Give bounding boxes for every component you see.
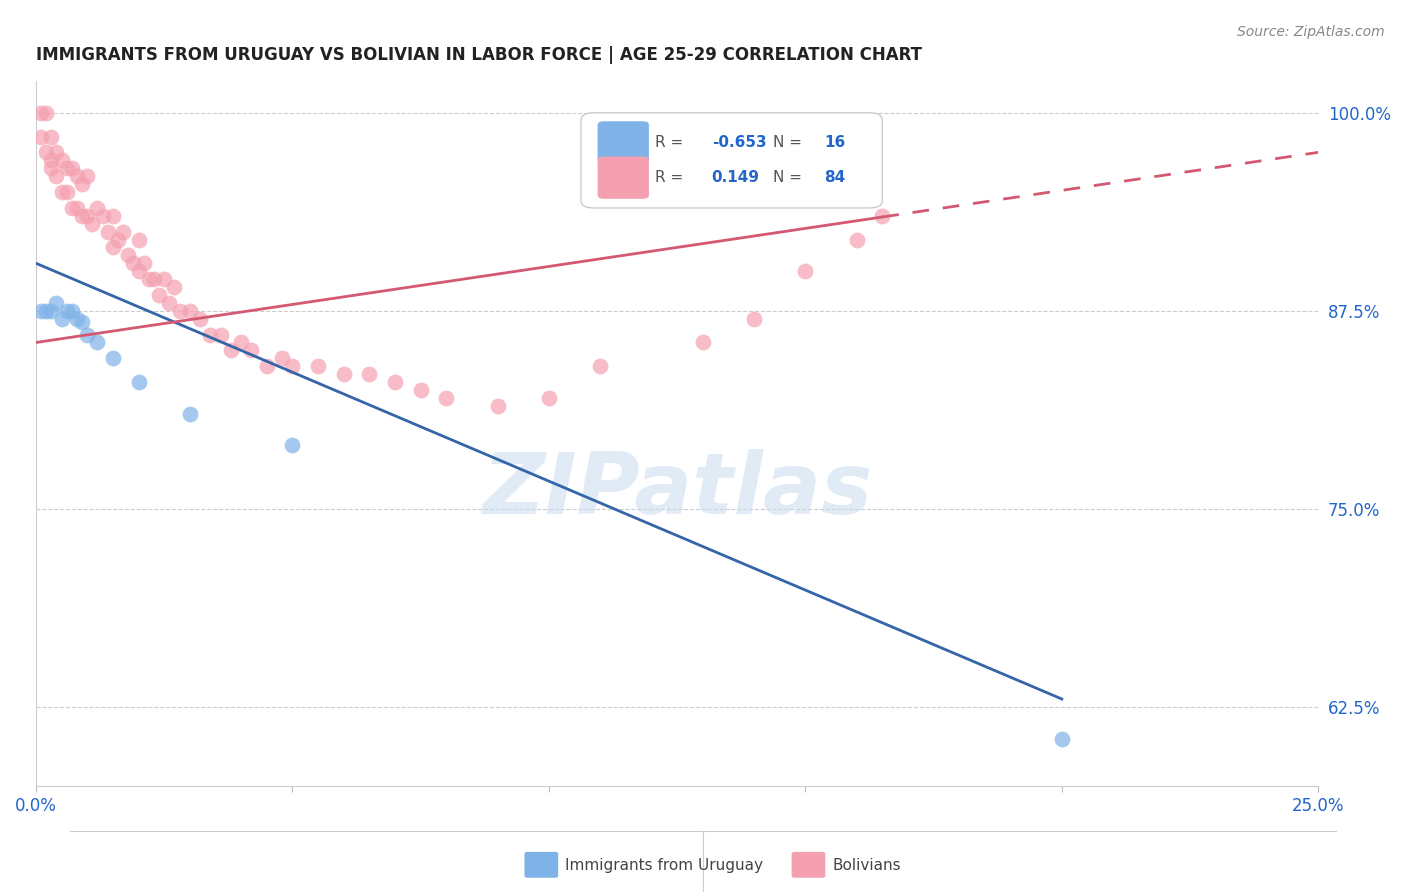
Text: IMMIGRANTS FROM URUGUAY VS BOLIVIAN IN LABOR FORCE | AGE 25-29 CORRELATION CHART: IMMIGRANTS FROM URUGUAY VS BOLIVIAN IN L… bbox=[37, 46, 922, 64]
Point bbox=[128, 264, 150, 278]
FancyBboxPatch shape bbox=[598, 156, 650, 199]
Point bbox=[30, 303, 52, 318]
Text: -0.653: -0.653 bbox=[711, 135, 766, 150]
Point bbox=[86, 201, 108, 215]
Point bbox=[41, 161, 63, 176]
Point bbox=[148, 288, 170, 302]
Point bbox=[219, 343, 242, 358]
Point bbox=[132, 256, 155, 270]
Point bbox=[138, 272, 160, 286]
Point bbox=[359, 367, 381, 381]
Point bbox=[35, 145, 58, 160]
Text: 16: 16 bbox=[824, 135, 846, 150]
Point bbox=[66, 201, 89, 215]
Point bbox=[128, 375, 150, 389]
Point bbox=[66, 169, 89, 183]
Point bbox=[76, 327, 98, 342]
Point bbox=[45, 296, 67, 310]
Point bbox=[45, 169, 67, 183]
Point bbox=[281, 359, 304, 374]
Point bbox=[101, 209, 124, 223]
Point bbox=[537, 391, 560, 405]
Text: N =: N = bbox=[773, 170, 807, 186]
Point bbox=[112, 225, 135, 239]
Point bbox=[60, 303, 83, 318]
Point bbox=[35, 303, 58, 318]
Point bbox=[872, 209, 894, 223]
Point bbox=[153, 272, 176, 286]
Point bbox=[30, 129, 52, 144]
Text: R =: R = bbox=[655, 135, 689, 150]
Point bbox=[60, 201, 83, 215]
Point bbox=[30, 105, 52, 120]
Point bbox=[332, 367, 354, 381]
Point bbox=[76, 209, 98, 223]
Point bbox=[742, 311, 765, 326]
Point bbox=[845, 232, 868, 246]
Point bbox=[117, 248, 139, 262]
Point bbox=[307, 359, 329, 374]
Point bbox=[51, 185, 73, 199]
Point bbox=[179, 303, 201, 318]
Point bbox=[82, 217, 104, 231]
Point bbox=[794, 264, 817, 278]
Text: N =: N = bbox=[773, 135, 807, 150]
Text: 84: 84 bbox=[824, 170, 846, 186]
Point bbox=[169, 303, 191, 318]
Point bbox=[41, 153, 63, 168]
Point bbox=[97, 225, 120, 239]
Point bbox=[41, 129, 63, 144]
Point bbox=[70, 209, 93, 223]
Point bbox=[486, 399, 509, 413]
Point bbox=[76, 169, 98, 183]
Point bbox=[55, 161, 77, 176]
Point bbox=[41, 303, 63, 318]
Point bbox=[101, 240, 124, 254]
Point bbox=[209, 327, 232, 342]
Point bbox=[188, 311, 211, 326]
Point bbox=[229, 335, 252, 350]
Point bbox=[409, 383, 432, 397]
Point bbox=[66, 311, 89, 326]
Point bbox=[240, 343, 263, 358]
Point bbox=[55, 185, 77, 199]
Point bbox=[70, 315, 93, 329]
Text: Immigrants from Uruguay: Immigrants from Uruguay bbox=[565, 858, 763, 872]
Point bbox=[179, 407, 201, 421]
Point bbox=[35, 105, 58, 120]
Point bbox=[384, 375, 406, 389]
Point bbox=[91, 209, 114, 223]
Point bbox=[200, 327, 222, 342]
Point bbox=[256, 359, 278, 374]
Point bbox=[589, 359, 612, 374]
Point bbox=[128, 232, 150, 246]
Point bbox=[45, 145, 67, 160]
Point bbox=[122, 256, 145, 270]
Point bbox=[101, 351, 124, 366]
Text: 0.149: 0.149 bbox=[711, 170, 759, 186]
Point bbox=[70, 177, 93, 191]
Point bbox=[107, 232, 129, 246]
Point bbox=[51, 153, 73, 168]
Text: Source: ZipAtlas.com: Source: ZipAtlas.com bbox=[1237, 25, 1385, 39]
Point bbox=[163, 280, 186, 294]
Text: R =: R = bbox=[655, 170, 693, 186]
FancyBboxPatch shape bbox=[598, 121, 650, 163]
Text: ZIPatlas: ZIPatlas bbox=[482, 449, 872, 532]
FancyBboxPatch shape bbox=[581, 112, 883, 208]
Point bbox=[86, 335, 108, 350]
Point bbox=[142, 272, 165, 286]
Text: Bolivians: Bolivians bbox=[832, 858, 901, 872]
Point bbox=[281, 438, 304, 452]
Point bbox=[157, 296, 180, 310]
Point bbox=[51, 311, 73, 326]
Point bbox=[692, 335, 714, 350]
Point bbox=[271, 351, 294, 366]
Point bbox=[60, 161, 83, 176]
Point bbox=[55, 303, 77, 318]
Point bbox=[434, 391, 457, 405]
Point bbox=[1050, 731, 1073, 746]
